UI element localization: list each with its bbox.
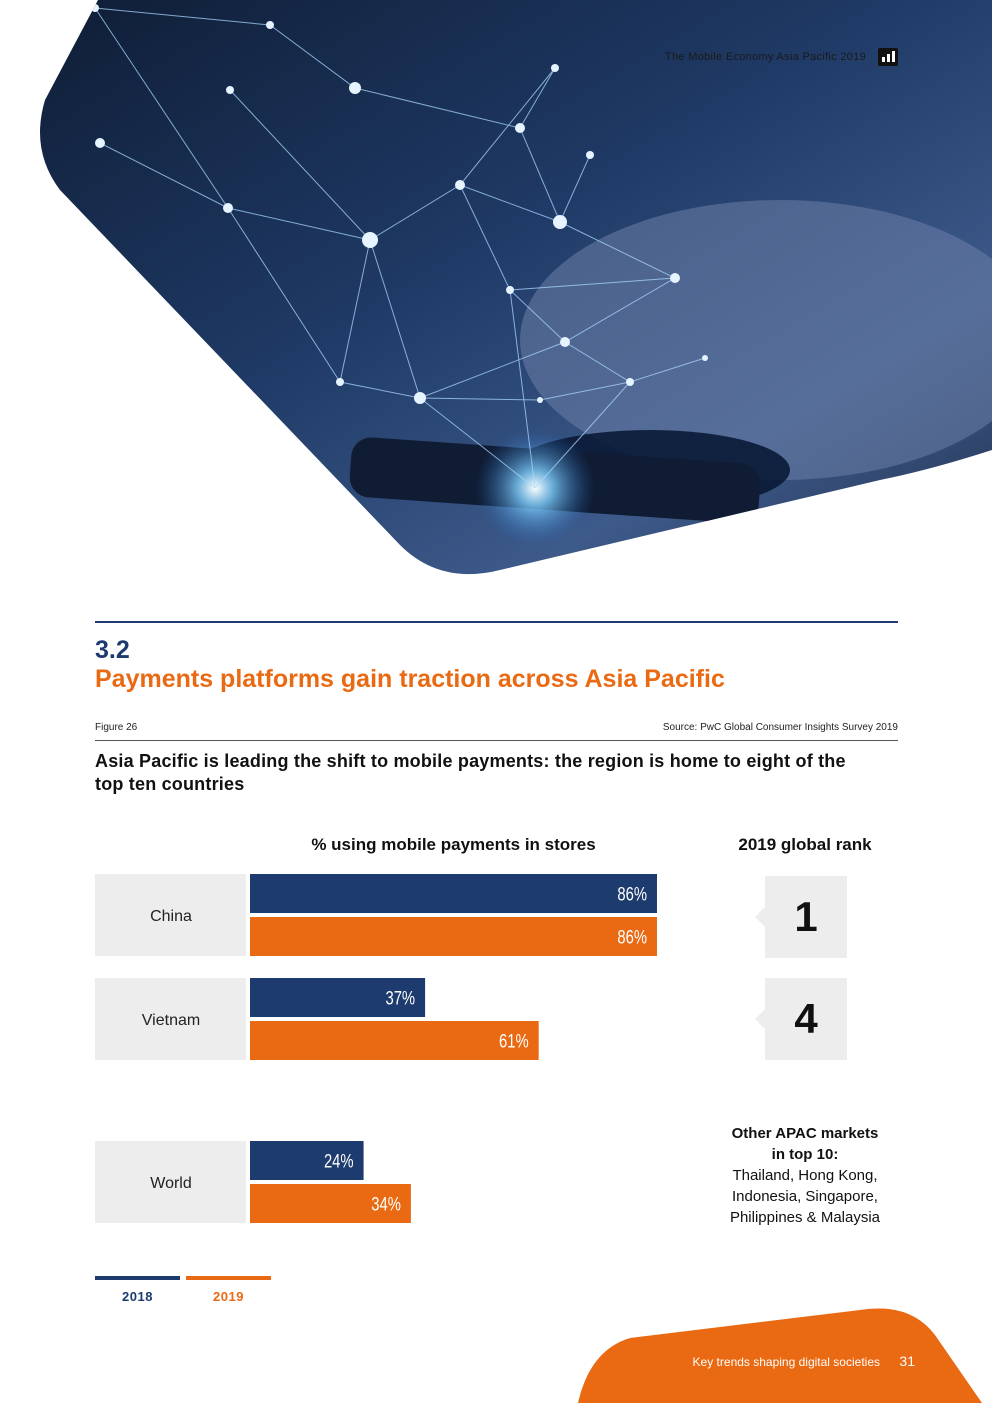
rank-heading: 2019 global rank [738,835,872,854]
category-label-bg-world [95,1141,246,1223]
other-markets-list-3: Philippines & Malaysia [729,1209,881,1226]
other-markets-note: Other APAC markets in top 10: Thailand, … [705,1123,905,1228]
section-title: Payments platforms gain traction across … [95,665,725,693]
bar-value-vietnam-2019: 61% [499,1031,529,1052]
other-markets-heading-1: Other APAC markets [731,1125,879,1142]
legend-swatch-2018 [95,1276,180,1280]
rank-box-vietnam: 4 [755,978,847,1060]
bar-vietnam-2018 [250,978,426,1017]
legend-label-2019: 2019 [213,1289,244,1304]
bar-world-2019 [250,1184,411,1223]
bar-value-world-2018: 24% [324,1151,354,1172]
figure-subtitle: Asia Pacific is leading the shift to mob… [95,751,846,794]
report-title: The Mobile Economy Asia Pacific 2019 [665,51,866,63]
section-number: 3.2 [95,636,130,664]
category-label-world: World [150,1175,192,1192]
bar-china-2018 [250,874,657,913]
bar-world-2018 [250,1141,364,1180]
report-logo-icon [878,48,898,66]
category-label-bg-vietnam [95,978,246,1060]
legend-label-2018: 2018 [122,1289,153,1304]
legend-2018: 2018 [95,1276,180,1304]
rank-box-china: 1 [755,876,847,958]
category-label-bg-china [95,874,246,956]
other-markets-list-2: Indonesia, Singapore, [732,1188,878,1205]
chart-title: % using mobile payments in stores [311,835,596,854]
category-label-china: China [150,908,192,925]
bar-value-vietnam-2018: 37% [385,988,415,1009]
other-markets-heading-2: in top 10: [771,1146,839,1163]
bar-vietnam-2019 [250,1021,539,1060]
bar-value-world-2019: 34% [371,1194,401,1215]
footer-text: Key trends shaping digital societies [692,1355,880,1369]
figure-label: Figure 26 [95,722,138,733]
legend-swatch-2019 [186,1276,271,1280]
footer-band [578,1308,982,1403]
legend-2019: 2019 [186,1276,271,1304]
section-divider [95,621,898,623]
bar-china-2019 [250,917,657,956]
page-number: 31 [899,1353,915,1369]
figure-source: Source: PwC Global Consumer Insights Sur… [662,722,898,733]
hero-image [0,0,992,590]
other-markets-list-1: Thailand, Hong Kong, [732,1167,878,1184]
bar-value-china-2018: 86% [617,884,647,905]
bar-value-china-2019: 86% [617,927,647,948]
figure-divider [95,740,898,741]
category-label-vietnam: Vietnam [142,1012,200,1029]
